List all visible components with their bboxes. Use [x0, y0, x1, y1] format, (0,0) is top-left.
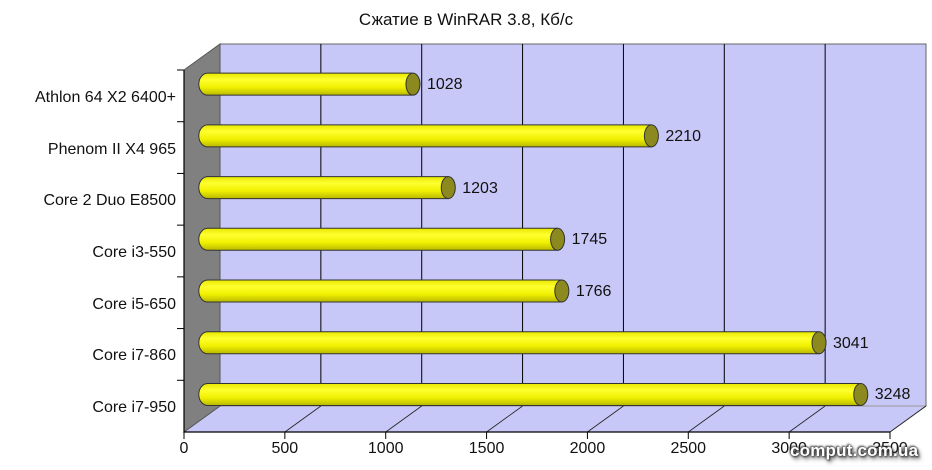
watermark: comput.com.ua — [790, 441, 919, 460]
bar — [198, 331, 820, 355]
category-label: Core 2 Duo E8500 — [43, 192, 176, 210]
value-label: 3248 — [874, 386, 911, 404]
floor-gridline — [688, 405, 725, 433]
x-tick-label: 1000 — [367, 440, 404, 457]
value-label: 1028 — [426, 76, 463, 94]
category-label: Core i7-860 — [92, 347, 176, 365]
value-label: 1203 — [462, 179, 498, 197]
floor-gridline — [587, 405, 624, 433]
bar — [198, 124, 652, 148]
floor-gridline — [889, 405, 927, 433]
floor-gridline — [788, 405, 826, 433]
bar — [198, 176, 449, 200]
category-label: Core i5-650 — [92, 295, 176, 313]
category-label: Core i3-550 — [92, 244, 176, 261]
bar-end-cap — [440, 176, 456, 200]
bar-end-cap — [643, 124, 659, 148]
chart-title: Сжатие в WinRAR 3.8, Кб/с — [358, 10, 574, 29]
bar — [198, 382, 862, 406]
value-label: 1745 — [571, 231, 608, 249]
bar — [198, 279, 563, 303]
category-label: Phenom II X4 965 — [47, 140, 176, 158]
bar — [198, 227, 559, 251]
floor-gridline — [486, 405, 523, 433]
x-tick-label: 500 — [271, 440, 299, 457]
bar-end-cap — [405, 72, 421, 96]
x-tick-label: 1500 — [468, 440, 505, 457]
bar-end-cap — [550, 227, 566, 251]
floor-gridline — [385, 405, 422, 433]
bar-end-cap — [853, 382, 869, 406]
x-tick-label: 3000 — [771, 440, 807, 457]
x-tick-label: 2500 — [670, 440, 707, 457]
category-label: Athlon 64 X2 6400+ — [34, 88, 176, 106]
bar-end-cap — [554, 279, 570, 303]
value-label: 3041 — [833, 334, 869, 352]
category-label: Core i7-950 — [92, 399, 176, 417]
x-tick-label: 3500 — [872, 440, 908, 457]
bar-end-cap — [811, 331, 827, 355]
x-tick-label: 0 — [179, 440, 189, 457]
floor-gridline — [284, 405, 322, 433]
x-tick-label: 2000 — [569, 440, 606, 457]
bar — [198, 72, 414, 96]
value-label: 2210 — [665, 127, 701, 145]
value-label: 1766 — [575, 283, 612, 300]
floor — [182, 405, 928, 433]
